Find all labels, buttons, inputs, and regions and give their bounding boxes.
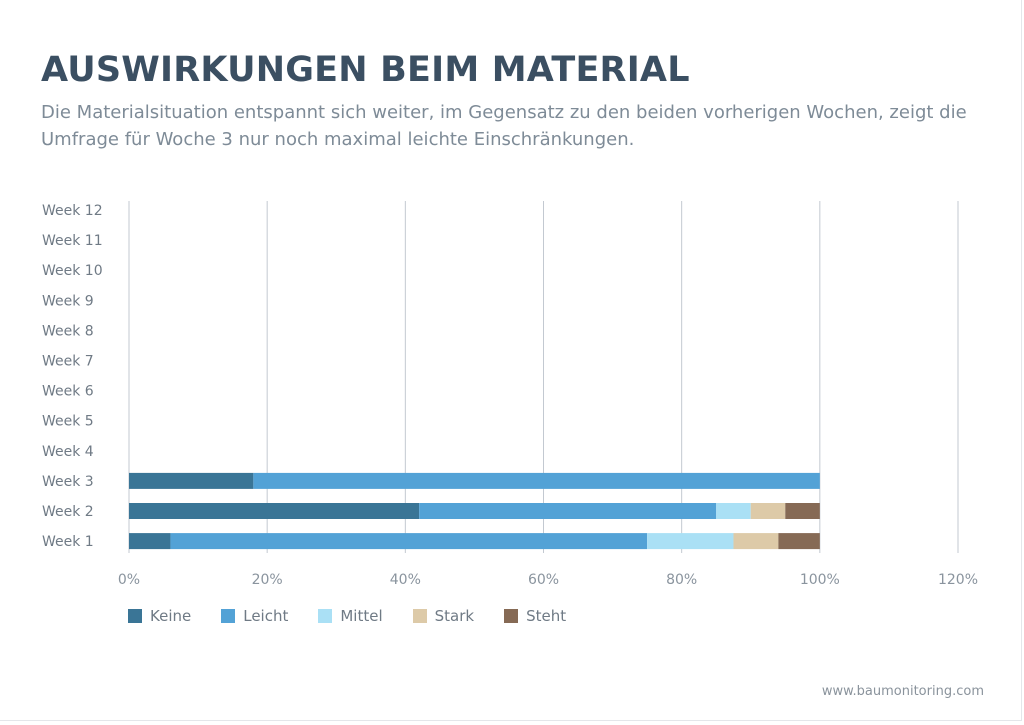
- legend-item-leicht: Leicht: [221, 607, 288, 625]
- category-label: Week 8: [42, 323, 94, 339]
- category-label: Week 11: [42, 233, 103, 249]
- chart-tick-labels: 0% 20% 40% 60% 80% 100% 120%: [118, 572, 978, 588]
- category-label: Week 6: [42, 384, 94, 400]
- category-label: Week 7: [42, 354, 94, 370]
- legend-swatch: [221, 609, 236, 623]
- bar-segment-mittel: [647, 533, 734, 550]
- page-title: AUSWIRKUNGEN BEIM MATERIAL: [41, 50, 690, 90]
- x-tick-label: 20%: [252, 572, 283, 588]
- bar-segment-steht: [785, 503, 820, 519]
- legend-label: Mittel: [340, 607, 383, 625]
- bar-segment-leicht: [170, 533, 648, 550]
- page-subtitle: Die Materialsituation entspannt sich wei…: [41, 102, 967, 150]
- stacked-bar-chart: Week 12 Week 11 Week 10 Week 9 Week 8 Week 7 W…: [42, 201, 978, 588]
- legend-label: Leicht: [243, 607, 289, 625]
- legend-swatch: [412, 609, 427, 623]
- category-label: Week 3: [42, 474, 94, 490]
- chart-category-labels: Week 12 Week 11 Week 10 Week 9 Week 8 Week 7 W…: [42, 203, 103, 550]
- category-label: Week 1: [42, 534, 94, 550]
- category-label: Week 4: [42, 444, 94, 460]
- x-tick-label: 40%: [390, 572, 421, 588]
- bar-segment-leicht: [419, 503, 717, 519]
- x-tick-label: 120%: [938, 572, 978, 588]
- bar-segment-stark: [733, 533, 779, 550]
- x-tick-label: 0%: [118, 572, 140, 588]
- legend-label: Keine: [150, 607, 192, 625]
- bar-segment-keine: [129, 472, 254, 489]
- footer-url: www.baumonitoring.com: [821, 684, 984, 699]
- category-label: Week 2: [42, 504, 94, 520]
- category-label: Week 12: [42, 203, 103, 219]
- x-tick-label: 100%: [800, 572, 840, 588]
- bar-segment-stark: [750, 503, 786, 519]
- legend-label: Steht: [526, 607, 567, 625]
- legend-item-steht: Steht: [504, 607, 566, 625]
- category-label: Week 10: [42, 263, 103, 279]
- bar-segment-leicht: [253, 472, 820, 489]
- legend-item-mittel: Mittel: [318, 607, 383, 625]
- x-tick-label: 60%: [528, 572, 559, 588]
- chart-gridlines: [128, 201, 959, 553]
- legend-swatch: [128, 609, 142, 623]
- bar-segment-keine: [129, 503, 420, 519]
- bar-segment-keine: [129, 533, 171, 550]
- legend-swatch: [318, 609, 333, 623]
- x-tick-label: 80%: [666, 572, 697, 588]
- legend-swatch: [504, 609, 519, 623]
- chart-bars: [129, 472, 820, 550]
- bar-segment-steht: [778, 533, 820, 550]
- legend-item-stark: Stark: [412, 607, 475, 625]
- chart-legend: Keine Leicht Mittel Stark Steht: [128, 607, 566, 625]
- category-label: Week 5: [42, 414, 94, 430]
- bar-segment-mittel: [716, 503, 751, 519]
- category-label: Week 9: [42, 293, 94, 309]
- legend-label: Stark: [434, 607, 475, 625]
- legend-item-keine: Keine: [128, 607, 191, 625]
